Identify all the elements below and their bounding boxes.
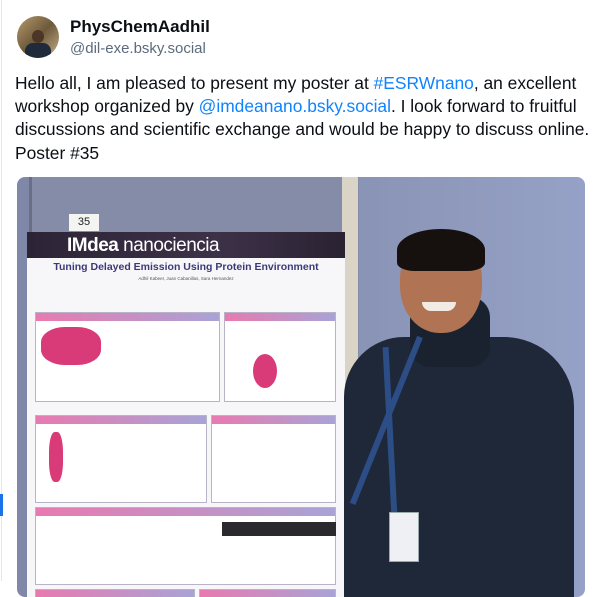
post-image[interactable]: 35 IMdea nanociencia Tuning Delayed Emis… [17, 177, 585, 597]
person-sweater [344, 337, 574, 597]
poster-authors: Adhil Kabeer, Juan Cabanillas, Sara Hern… [138, 276, 234, 281]
poster: IMdea nanociencia Tuning Delayed Emissio… [27, 232, 345, 597]
poster-section [35, 415, 207, 503]
person-smile [422, 302, 456, 311]
poster-number-tag: 35 [69, 214, 99, 231]
poster-section [199, 589, 336, 597]
person-hair [397, 229, 485, 271]
feed-divider [1, 0, 2, 581]
author-display-name[interactable]: PhysChemAadhil [70, 17, 210, 36]
poster-title: Tuning Delayed Emission Using Protein En… [53, 261, 319, 273]
hashtag-link[interactable]: #ESRWnano [373, 73, 474, 93]
author-handle[interactable]: @dil-exe.bsky.social [70, 40, 206, 57]
post-text-part: . I look forward to fruitful discussions… [15, 96, 590, 163]
scroll-indicator [0, 494, 3, 516]
post-text-part: Hello all, I am pleased to present my po… [15, 73, 374, 93]
poster-logo: IMdea nanociencia [67, 235, 220, 256]
mention-link[interactable]: @imdeanano.bsky.social [198, 96, 391, 117]
post-text: Hello all, I am pleased to present my po… [15, 72, 595, 165]
avatar[interactable] [17, 16, 59, 58]
poster-section [224, 312, 336, 402]
poster-section [35, 507, 336, 585]
poster-section [211, 415, 336, 503]
poster-section [35, 589, 195, 597]
name-badge [389, 512, 419, 562]
post-text-part: , an excellent workshop organized by [15, 73, 577, 117]
poster-header: IMdea nanociencia [27, 232, 345, 258]
